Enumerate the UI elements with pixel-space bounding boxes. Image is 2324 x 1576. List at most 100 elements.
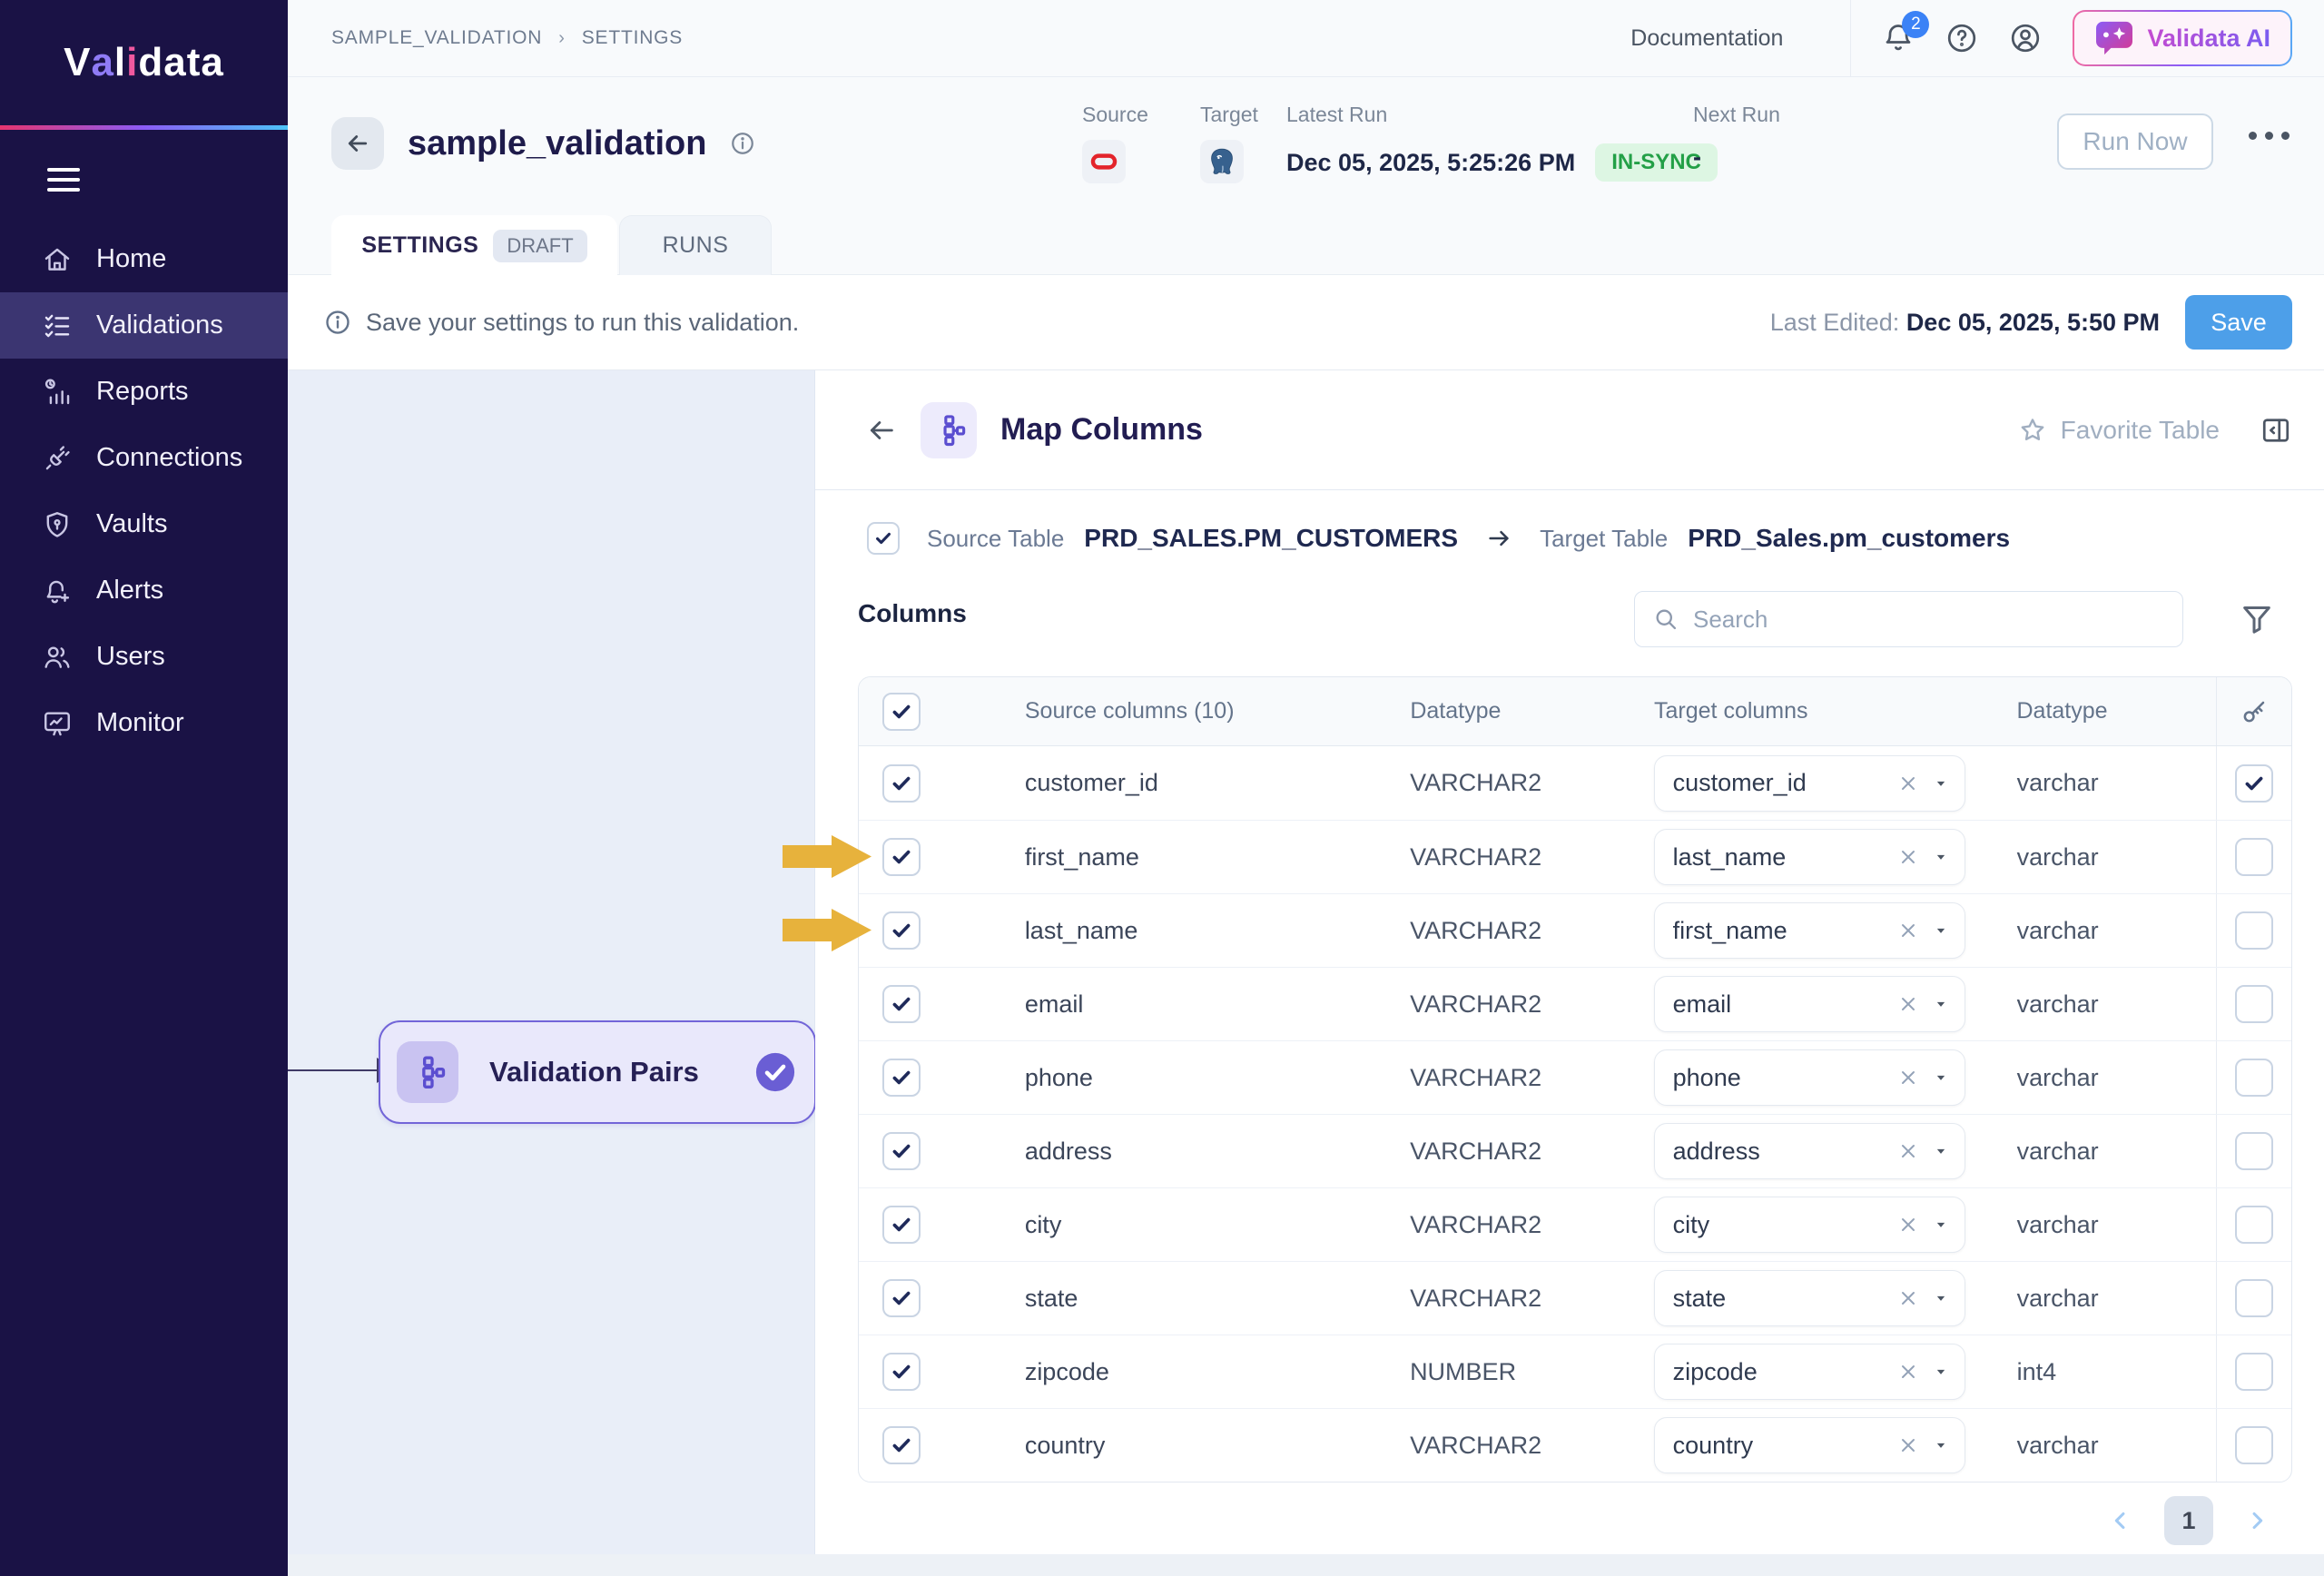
run-now-button[interactable]: Run Now xyxy=(2057,113,2213,170)
key-checkbox[interactable] xyxy=(2235,1279,2273,1317)
sidebar-item-alerts[interactable]: Alerts xyxy=(0,557,288,624)
tab-settings[interactable]: SETTINGS DRAFT xyxy=(331,215,617,276)
table-pair-checkbox[interactable] xyxy=(867,522,900,555)
target-column-value: phone xyxy=(1673,1064,1897,1092)
sidebar-item-monitor[interactable]: Monitor xyxy=(0,690,288,756)
clear-selection-icon[interactable] xyxy=(1897,773,1919,794)
row-select-checkbox[interactable] xyxy=(882,1059,921,1097)
panel-back-arrow-icon[interactable] xyxy=(866,415,897,446)
row-select-checkbox[interactable] xyxy=(882,1206,921,1244)
hamburger-menu-icon[interactable] xyxy=(47,168,288,192)
user-account-icon[interactable] xyxy=(2009,22,2042,54)
page-number[interactable]: 1 xyxy=(2164,1496,2213,1545)
caret-down-icon[interactable] xyxy=(1932,774,1950,793)
runs-tab-label: RUNS xyxy=(663,232,729,259)
favorite-table-button[interactable]: Favorite Table xyxy=(2018,416,2220,445)
row-select-checkbox[interactable] xyxy=(882,1353,921,1391)
key-checkbox[interactable] xyxy=(2235,838,2273,876)
target-column-select[interactable]: city xyxy=(1654,1197,1965,1253)
tab-strip: SETTINGS DRAFT RUNS xyxy=(288,215,2324,275)
clear-selection-icon[interactable] xyxy=(1897,1140,1919,1162)
clear-selection-icon[interactable] xyxy=(1897,1067,1919,1088)
caret-down-icon[interactable] xyxy=(1932,1216,1950,1234)
clear-selection-icon[interactable] xyxy=(1897,1434,1919,1456)
breadcrumb-item-settings[interactable]: SETTINGS xyxy=(582,27,683,49)
page-title: sample_validation xyxy=(408,124,706,163)
clear-selection-icon[interactable] xyxy=(1897,920,1919,941)
row-select-checkbox[interactable] xyxy=(882,985,921,1023)
next-page-icon[interactable] xyxy=(2244,1508,2270,1533)
caret-down-icon[interactable] xyxy=(1932,1436,1950,1454)
header-source-datatype: Datatype xyxy=(1410,698,1501,724)
target-column-select[interactable]: zipcode xyxy=(1654,1344,1965,1400)
caret-down-icon[interactable] xyxy=(1932,1289,1950,1307)
tab-runs[interactable]: RUNS xyxy=(619,215,772,275)
clear-selection-icon[interactable] xyxy=(1897,993,1919,1015)
caret-down-icon[interactable] xyxy=(1932,921,1950,940)
row-select-checkbox[interactable] xyxy=(882,764,921,803)
caret-down-icon[interactable] xyxy=(1932,1363,1950,1381)
row-select-checkbox[interactable] xyxy=(882,1279,921,1317)
target-column-value: customer_id xyxy=(1673,769,1897,797)
sidebar-item-vaults[interactable]: Vaults xyxy=(0,491,288,557)
breadcrumb: SAMPLE_VALIDATION › SETTINGS xyxy=(331,27,683,49)
key-checkbox[interactable] xyxy=(2235,985,2273,1023)
title-info-icon[interactable] xyxy=(730,131,755,156)
caret-down-icon[interactable] xyxy=(1932,1142,1950,1160)
clear-selection-icon[interactable] xyxy=(1897,1214,1919,1236)
key-checkbox[interactable] xyxy=(2235,1426,2273,1464)
map-columns-panel: Map Columns Favorite Table Source Table … xyxy=(815,370,2324,1576)
key-checkbox[interactable] xyxy=(2235,1132,2273,1170)
breadcrumb-item-validation[interactable]: SAMPLE_VALIDATION xyxy=(331,27,542,49)
row-select-checkbox[interactable] xyxy=(882,838,921,876)
select-all-checkbox[interactable] xyxy=(882,693,921,731)
save-button[interactable]: Save xyxy=(2185,295,2292,350)
breadcrumb-separator: › xyxy=(558,28,565,49)
topbar: SAMPLE_VALIDATION › SETTINGS Documentati… xyxy=(288,0,2324,77)
row-select-checkbox[interactable] xyxy=(882,911,921,950)
target-column-select[interactable]: phone xyxy=(1654,1049,1965,1106)
back-button[interactable] xyxy=(331,117,384,170)
validation-pairs-node[interactable]: Validation Pairs xyxy=(379,1020,816,1124)
source-datatype: VARCHAR2 xyxy=(1410,990,1541,1019)
clear-selection-icon[interactable] xyxy=(1897,1287,1919,1309)
users-icon xyxy=(42,642,73,673)
previous-page-icon[interactable] xyxy=(2108,1508,2133,1533)
key-checkbox[interactable] xyxy=(2235,1059,2273,1097)
key-checkbox[interactable] xyxy=(2235,1206,2273,1244)
filter-funnel-icon[interactable] xyxy=(2239,599,2275,639)
target-column-select[interactable]: address xyxy=(1654,1123,1965,1179)
target-column-select[interactable]: state xyxy=(1654,1270,1965,1326)
search-input[interactable] xyxy=(1693,606,2164,634)
sidebar-item-home[interactable]: Home xyxy=(0,226,288,292)
key-checkbox[interactable] xyxy=(2235,911,2273,950)
source-datatype: VARCHAR2 xyxy=(1410,1138,1541,1166)
help-icon[interactable] xyxy=(1945,22,1978,54)
row-select-checkbox[interactable] xyxy=(882,1426,921,1464)
sidebar-item-connections[interactable]: Connections xyxy=(0,425,288,491)
row-select-checkbox[interactable] xyxy=(882,1132,921,1170)
clear-selection-icon[interactable] xyxy=(1897,1361,1919,1383)
more-options-icon[interactable] xyxy=(2249,132,2290,140)
validata-ai-button[interactable]: Validata AI xyxy=(2073,10,2292,66)
sidebar-item-reports[interactable]: Reports xyxy=(0,359,288,425)
table-pair-row: Source Table PRD_SALES.PM_CUSTOMERS Targ… xyxy=(815,508,2324,568)
documentation-link[interactable]: Documentation xyxy=(1630,25,1783,52)
sidebar-item-users[interactable]: Users xyxy=(0,624,288,690)
target-column-select[interactable]: email xyxy=(1654,976,1965,1032)
target-column-select[interactable]: last_name xyxy=(1654,829,1965,885)
notification-count-badge: 2 xyxy=(1902,11,1929,38)
target-column-select[interactable]: customer_id xyxy=(1654,755,1965,812)
collapse-panel-icon[interactable] xyxy=(2260,414,2292,447)
target-column-select[interactable]: country xyxy=(1654,1417,1965,1473)
key-checkbox[interactable] xyxy=(2235,1353,2273,1391)
target-datatype: varchar xyxy=(2017,1138,2099,1166)
key-checkbox[interactable] xyxy=(2235,764,2273,803)
caret-down-icon[interactable] xyxy=(1932,848,1950,866)
target-column-select[interactable]: first_name xyxy=(1654,902,1965,959)
sidebar-item-validations[interactable]: Validations xyxy=(0,292,288,359)
caret-down-icon[interactable] xyxy=(1932,995,1950,1013)
caret-down-icon[interactable] xyxy=(1932,1069,1950,1087)
notifications-bell-icon[interactable]: 2 xyxy=(1882,22,1915,54)
clear-selection-icon[interactable] xyxy=(1897,846,1919,868)
